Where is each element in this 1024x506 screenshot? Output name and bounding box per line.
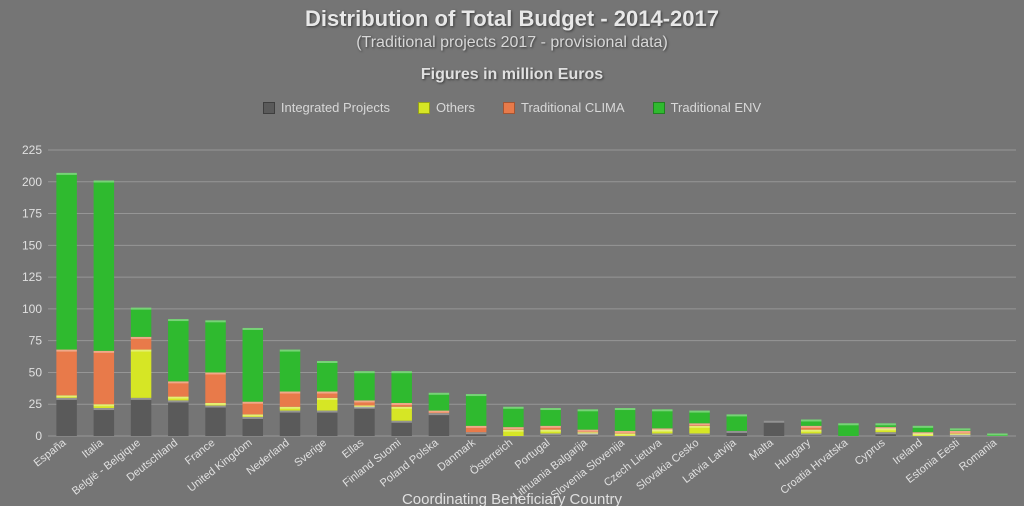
svg-text:125: 125 [22,270,42,284]
bar-segment [56,350,76,396]
bar-segment [354,407,374,436]
bar-segment [391,407,411,421]
bar-segment [317,361,337,392]
bar-segment [205,320,225,372]
chart-title: Distribution of Total Budget - 2014-2017 [0,0,1024,32]
x-tick-label: United Kingdom [186,437,255,495]
bar-segment [94,351,114,404]
bar-segment [205,372,225,403]
svg-text:175: 175 [22,207,42,221]
x-tick-label: Italia [80,436,106,460]
svg-text:225: 225 [22,143,42,157]
bar-segment [615,408,635,431]
bar-segment [168,319,188,381]
chart-legend: Integrated Projects Others Traditional C… [0,100,1024,115]
bar-segment [727,414,747,431]
bar-segment [391,371,411,403]
svg-text:0: 0 [35,429,42,443]
bar-segment [280,411,300,436]
legend-label-env: Traditional ENV [671,100,762,115]
svg-text:150: 150 [22,238,42,252]
bar-segment [280,392,300,407]
bar-segment [429,413,449,436]
legend-item-others: Others [418,100,475,115]
bar-segment [503,407,523,427]
bar-segment [205,405,225,436]
legend-label-others: Others [436,100,475,115]
chart-container: Distribution of Total Budget - 2014-2017… [0,0,1024,506]
svg-text:75: 75 [29,334,43,348]
chart-figcaption: Figures in million Euros [0,66,1024,84]
legend-item-clima: Traditional CLIMA [503,100,625,115]
legend-item-integrated: Integrated Projects [263,100,390,115]
legend-item-env: Traditional ENV [653,100,762,115]
legend-swatch-clima [503,102,515,114]
bar-segment [391,421,411,436]
bar-segment [168,381,188,396]
legend-swatch-integrated [263,102,275,114]
legend-label-clima: Traditional CLIMA [521,100,625,115]
legend-swatch-others [418,102,430,114]
svg-text:50: 50 [29,365,43,379]
bar-segment [131,398,151,436]
bar-segment [354,371,374,400]
x-tick-label: Ireland [891,437,925,467]
x-axis-title: Coordinating Beneficiary Country [0,491,1024,506]
bar-segment [131,350,151,398]
x-tick-label: Romania [957,436,1000,473]
bar-segment [764,421,784,436]
x-tick-label: Sverige [292,437,329,469]
chart-plot: 0255075100125150175200225EspañaItaliaBel… [48,150,1016,436]
svg-text:25: 25 [29,397,43,411]
chart-svg: 0255075100125150175200225EspañaItaliaBel… [48,150,1016,436]
bar-segment [652,409,672,428]
bar-segment [94,408,114,436]
bar-segment [131,308,151,337]
bar-segment [317,411,337,436]
x-tick-label: Ellas [340,437,367,461]
bar-segment [56,173,76,350]
x-tick-label: Slovakia Cesko [634,437,701,493]
bar-segment [280,350,300,392]
x-tick-label: France [183,437,217,468]
bar-segment [243,417,263,436]
bar-segment [94,181,114,351]
bar-segment [56,398,76,436]
bar-segment [429,393,449,411]
legend-label-integrated: Integrated Projects [281,100,390,115]
legend-swatch-env [653,102,665,114]
bar-segment [168,400,188,436]
bar-segment [466,394,486,426]
bar-segment [243,328,263,402]
x-tick-label: België - Belgique [70,437,143,498]
chart-subtitle: (Traditional projects 2017 - provisional… [0,34,1024,52]
bar-segment [578,409,598,429]
svg-text:200: 200 [22,175,42,189]
x-tick-label: Croatia Hrvatska [778,436,851,496]
bar-segment [540,408,560,426]
x-tick-label: Malta [747,436,776,463]
x-tick-label: Cyprus [853,437,888,468]
svg-text:100: 100 [22,302,42,316]
